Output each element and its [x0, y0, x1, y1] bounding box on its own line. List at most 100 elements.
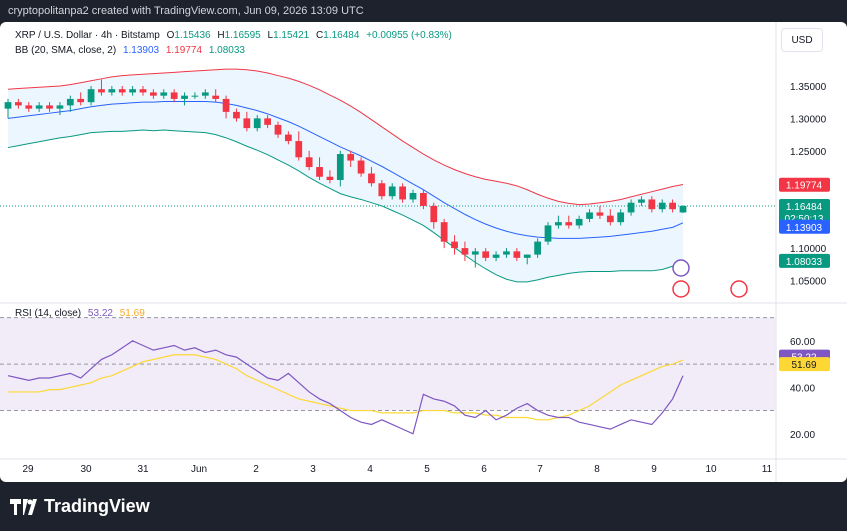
symbol-name[interactable]: XRP / U.S. Dollar · 4h · Bitstamp: [15, 30, 160, 41]
time-tick-label: 31: [137, 464, 149, 475]
candle-body: [77, 98, 85, 103]
rsi-ma-tag-text: 51.69: [791, 360, 816, 371]
candle: [575, 215, 583, 229]
candle: [66, 95, 74, 112]
candle-body: [627, 202, 635, 213]
currency-button[interactable]: USD: [781, 28, 823, 52]
candle: [98, 79, 105, 96]
economic-event-icon: [672, 280, 690, 298]
candle: [606, 209, 614, 226]
rsi-ma-value: 51.69: [119, 308, 145, 319]
candle-body: [606, 215, 614, 223]
candle-body: [544, 225, 552, 242]
time-axis: 29 30 31 Jun 2 3 4 5 6 7 8 9 10 11: [22, 464, 772, 475]
chart-canvas[interactable]: 1.350001.300001.250001.200001.150001.100…: [0, 22, 847, 482]
candle-body: [222, 98, 230, 112]
author-header: cryptopolitanpa2 created with TradingVie…: [8, 5, 364, 17]
candle-body: [565, 222, 573, 226]
price-pane: [0, 22, 847, 482]
candle-body: [617, 212, 625, 223]
upper-band-tag: 1.19774: [779, 177, 830, 192]
candle: [77, 92, 85, 106]
rsi-label[interactable]: RSI (14, close): [15, 308, 82, 319]
candle-body: [586, 212, 593, 219]
candle-body: [46, 105, 53, 109]
rsi-tick-label: 40.00: [790, 383, 815, 394]
candle: [648, 196, 656, 213]
economic-event-icon: [730, 280, 748, 298]
candle: [212, 89, 220, 103]
candle: [264, 115, 271, 129]
candle: [170, 89, 178, 103]
basis-tag-text: 1.13903: [786, 223, 823, 234]
candle: [669, 199, 676, 213]
time-tick-label: 6: [481, 464, 487, 475]
candle: [46, 102, 53, 112]
candle: [409, 189, 417, 203]
candle-body: [388, 186, 396, 197]
candle: [492, 251, 500, 262]
candle: [181, 92, 188, 106]
candle-body: [357, 160, 365, 174]
candle: [451, 235, 458, 255]
candle: [555, 215, 562, 229]
close-label: C: [316, 30, 324, 41]
candle-body: [451, 241, 458, 249]
candle: [129, 85, 136, 96]
candle: [295, 131, 303, 161]
candle: [305, 150, 313, 171]
rsi-ma-tag-bg: [779, 357, 830, 372]
candle: [25, 102, 33, 112]
candle-body: [274, 124, 282, 135]
rsi-tick-label: 20.00: [790, 430, 815, 441]
candle: [56, 102, 64, 116]
last-price-tag-text: 02:50:13: [785, 214, 824, 225]
candle: [534, 238, 541, 258]
rsi-pane: [0, 317, 776, 435]
candle: [160, 89, 168, 99]
candle: [35, 102, 43, 112]
open-value: 1.15436: [174, 30, 211, 41]
candle-body: [15, 102, 22, 106]
bb-basis-line: [7, 101, 684, 239]
bb-label[interactable]: BB (20, SMA, close, 2): [15, 45, 117, 56]
candle: [420, 189, 427, 210]
candle-body: [336, 154, 344, 180]
candle: [378, 180, 386, 200]
candle-body: [170, 92, 178, 99]
rsi-value: 53.22: [87, 308, 113, 319]
candle-body: [201, 92, 209, 96]
basis-tag-bg: [779, 219, 830, 234]
candle-body: [679, 205, 687, 213]
candle: [482, 248, 490, 262]
candle: [679, 205, 687, 214]
lower-band-tag-text: 1.08033: [786, 257, 823, 268]
candle-body: [233, 111, 240, 119]
candle-body: [139, 89, 147, 93]
price-tick-label: 1.25000: [790, 147, 827, 158]
candle-body: [513, 251, 521, 258]
candle: [503, 248, 510, 258]
candle-body: [150, 92, 157, 96]
bb-lower-value: 1.08033: [208, 45, 245, 56]
bb-upper-value: 1.19774: [165, 45, 203, 56]
candle: [191, 92, 199, 99]
candle: [139, 85, 147, 96]
candle-body: [108, 89, 116, 93]
bb-legend: BB (20, SMA, close, 2) 1.13903 1.19774 1…: [15, 45, 249, 56]
candle: [150, 89, 157, 99]
price-tags: 1.197741.1648402:50:131.139031.0803353.2…: [779, 177, 830, 372]
basis-tag: 1.13903: [779, 219, 830, 234]
candle-body: [98, 89, 105, 93]
candle-body: [181, 95, 188, 99]
candle: [430, 202, 438, 229]
time-tick-label: 29: [22, 464, 34, 475]
candle-body: [87, 89, 95, 103]
chart-card[interactable]: 1.350001.300001.250001.200001.150001.100…: [0, 22, 847, 482]
candle: [627, 199, 635, 216]
candle: [336, 150, 344, 187]
candle: [118, 85, 126, 96]
last-price-tag-text: 1.16484: [786, 202, 823, 213]
tradingview-logo[interactable]: TradingView: [10, 496, 150, 517]
candle-body: [35, 105, 43, 109]
